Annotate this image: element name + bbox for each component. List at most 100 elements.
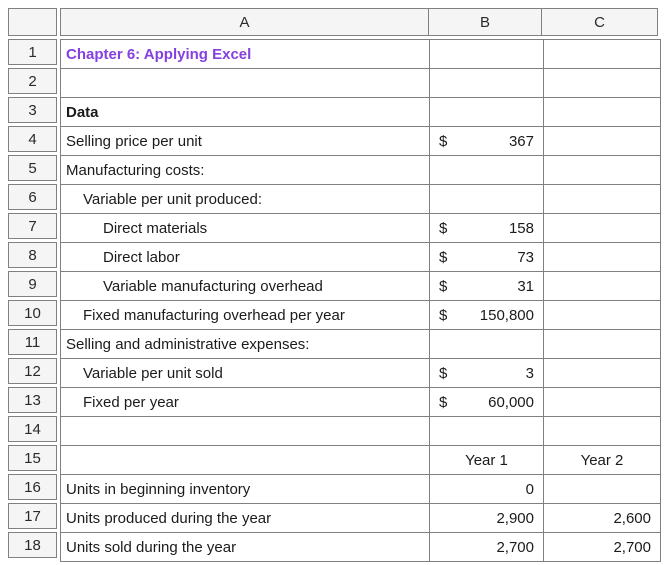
cell-c1[interactable] xyxy=(543,39,661,69)
cell-b1[interactable] xyxy=(429,39,544,69)
grid-body: Chapter 6: Applying Excel Data Selling pri… xyxy=(60,39,661,562)
row-header-15[interactable]: 15 xyxy=(8,445,57,471)
cell-b17[interactable]: 2,900 xyxy=(429,503,544,533)
cell-c6[interactable] xyxy=(543,184,661,214)
cell-c18[interactable]: 2,700 xyxy=(543,532,661,562)
cell-c3[interactable] xyxy=(543,97,661,127)
cell-b9[interactable]: $31 xyxy=(429,271,544,301)
amount: 31 xyxy=(517,277,534,295)
cell-b13[interactable]: $60,000 xyxy=(429,387,544,417)
amount: 158 xyxy=(508,219,534,237)
row-header-5[interactable]: 5 xyxy=(8,155,57,181)
sheet-row-5: Manufacturing costs: xyxy=(60,155,661,185)
sheet-row-14 xyxy=(60,416,661,446)
cell-a2[interactable] xyxy=(60,68,430,98)
cell-a3[interactable]: Data xyxy=(60,97,430,127)
cell-label: Chapter 6: Applying Excel xyxy=(66,45,252,63)
dollar-sign: $ xyxy=(439,132,448,150)
cell-c15[interactable]: Year 2 xyxy=(543,445,661,475)
row-header-6[interactable]: 6 xyxy=(8,184,57,210)
cell-a1[interactable]: Chapter 6: Applying Excel xyxy=(60,39,430,69)
cell-a17[interactable]: Units produced during the year xyxy=(60,503,430,533)
currency-value: $73 xyxy=(431,249,543,266)
cell-a14[interactable] xyxy=(60,416,430,446)
cell-a11[interactable]: Selling and administrative expenses: xyxy=(60,329,430,359)
cell-c11[interactable] xyxy=(543,329,661,359)
cell-c13[interactable] xyxy=(543,387,661,417)
cell-label: Direct materials xyxy=(103,219,208,237)
cell-label: Units produced during the year xyxy=(66,509,272,527)
column-header-c[interactable]: C xyxy=(541,8,658,36)
cell-c5[interactable] xyxy=(543,155,661,185)
cell-label: Units sold during the year xyxy=(66,538,237,556)
amount: 3 xyxy=(525,364,534,382)
cell-c14[interactable] xyxy=(543,416,661,446)
cell-b12[interactable]: $3 xyxy=(429,358,544,388)
cell-c17[interactable]: 2,600 xyxy=(543,503,661,533)
cell-b7[interactable]: $158 xyxy=(429,213,544,243)
cell-b2[interactable] xyxy=(429,68,544,98)
cell-a10[interactable]: Fixed manufacturing overhead per year xyxy=(60,300,430,330)
cell-b15[interactable]: Year 1 xyxy=(429,445,544,475)
cell-b10[interactable]: $150,800 xyxy=(429,300,544,330)
column-header-b[interactable]: B xyxy=(428,8,542,36)
sheet-row-8: Direct labor $73 xyxy=(60,242,661,272)
cell-c9[interactable] xyxy=(543,271,661,301)
cell-a15[interactable] xyxy=(60,445,430,475)
cell-a12[interactable]: Variable per unit sold xyxy=(60,358,430,388)
row-header-12[interactable]: 12 xyxy=(8,358,57,384)
cell-c16[interactable] xyxy=(543,474,661,504)
cell-grid: Chapter 6: Applying Excel Data Selling pri… xyxy=(60,39,661,562)
row-header-18[interactable]: 18 xyxy=(8,532,57,558)
row-header-4[interactable]: 4 xyxy=(8,126,57,152)
cell-b5[interactable] xyxy=(429,155,544,185)
cell-b18[interactable]: 2,700 xyxy=(429,532,544,562)
cell-b3[interactable] xyxy=(429,97,544,127)
row-header-13[interactable]: 13 xyxy=(8,387,57,413)
cell-a8[interactable]: Direct labor xyxy=(60,242,430,272)
cell-label: Units in beginning inventory xyxy=(66,480,251,498)
row-header-16[interactable]: 16 xyxy=(8,474,57,500)
cell-c2[interactable] xyxy=(543,68,661,98)
row-header-8[interactable]: 8 xyxy=(8,242,57,268)
cell-a7[interactable]: Direct materials xyxy=(60,213,430,243)
sheet-row-2 xyxy=(60,68,661,98)
cell-a9[interactable]: Variable manufacturing overhead xyxy=(60,271,430,301)
row-header-1[interactable]: 1 xyxy=(8,39,57,65)
row-headers: 1 2 3 4 5 6 7 8 9 10 11 12 13 14 15 16 17 18 xyxy=(8,39,57,562)
cell-b4[interactable]: $367 xyxy=(429,126,544,156)
select-all-corner[interactable] xyxy=(8,8,57,36)
cell-b14[interactable] xyxy=(429,416,544,446)
numeric-value: 0 xyxy=(525,480,534,498)
row-header-17[interactable]: 17 xyxy=(8,503,57,529)
cell-a5[interactable]: Manufacturing costs: xyxy=(60,155,430,185)
row-header-11[interactable]: 11 xyxy=(8,329,57,355)
cell-c4[interactable] xyxy=(543,126,661,156)
cell-a13[interactable]: Fixed per year xyxy=(60,387,430,417)
numeric-value: 2,600 xyxy=(613,509,651,527)
cell-a6[interactable]: Variable per unit produced: xyxy=(60,184,430,214)
cell-c10[interactable] xyxy=(543,300,661,330)
cell-a16[interactable]: Units in beginning inventory xyxy=(60,474,430,504)
row-header-10[interactable]: 10 xyxy=(8,300,57,326)
row-header-14[interactable]: 14 xyxy=(8,416,57,442)
cell-b11[interactable] xyxy=(429,329,544,359)
cell-c12[interactable] xyxy=(543,358,661,388)
cell-a4[interactable]: Selling price per unit xyxy=(60,126,430,156)
amount: 367 xyxy=(508,132,534,150)
cell-b16[interactable]: 0 xyxy=(429,474,544,504)
cell-c8[interactable] xyxy=(543,242,661,272)
cell-label: Manufacturing costs: xyxy=(66,161,205,179)
cell-a18[interactable]: Units sold during the year xyxy=(60,532,430,562)
cell-c7[interactable] xyxy=(543,213,661,243)
row-header-3[interactable]: 3 xyxy=(8,97,57,123)
row-header-9[interactable]: 9 xyxy=(8,271,57,297)
column-header-a[interactable]: A xyxy=(60,8,429,36)
cell-b6[interactable] xyxy=(429,184,544,214)
row-header-7[interactable]: 7 xyxy=(8,213,57,239)
amount: 150,800 xyxy=(479,306,534,324)
cell-b8[interactable]: $73 xyxy=(429,242,544,272)
sheet-row-7: Direct materials $158 xyxy=(60,213,661,243)
row-header-2[interactable]: 2 xyxy=(8,68,57,94)
